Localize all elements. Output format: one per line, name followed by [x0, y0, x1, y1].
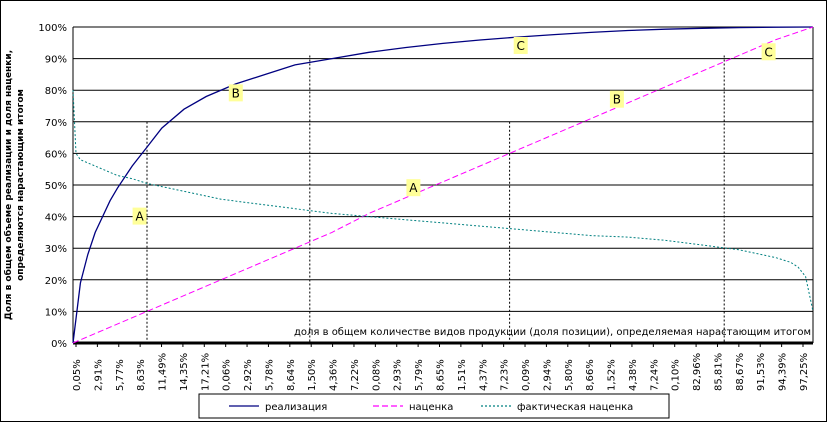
- y-axis-label: Доля в общем объеме реализации и доля на…: [3, 50, 26, 320]
- annotation-box: [406, 179, 421, 197]
- x-tick-label: 1,51%: [457, 359, 468, 391]
- legend: реализация наценка фактическая наценка: [198, 393, 670, 419]
- legend-label: фактическая наценка: [517, 402, 633, 413]
- x-tick-label: 1,50%: [307, 359, 318, 391]
- y-axis-ticks: 0% 10% 20% 30% 40% 50% 60% 70% 80% 90% 100%: [38, 23, 67, 350]
- x-tick-label: 8,64%: [286, 359, 297, 391]
- x-tick-label: 2,91%: [93, 359, 104, 391]
- x-tick-label: 7,24%: [649, 359, 660, 391]
- x-tick-label: 94,39%: [778, 353, 789, 391]
- x-tick-label: 82,96%: [692, 353, 703, 391]
- x-axis-ticks: 0,05% 2,91% 5,77% 8,63% 11,49% 14,35% 17,21% 0,…: [72, 343, 810, 391]
- annotation-label: C: [517, 39, 525, 53]
- annotation-label: C: [764, 45, 772, 59]
- x-tick-label: 0,10%: [671, 359, 682, 391]
- x-tick-label: 0,08%: [371, 359, 382, 391]
- x-tick-label: 8,63%: [136, 359, 147, 391]
- x-tick-label: 97,25%: [799, 353, 810, 391]
- y-tick-label: 70%: [45, 118, 67, 129]
- series-line-dotted: [72, 90, 814, 312]
- annotation-box: [228, 84, 243, 102]
- x-tick-label: 8,65%: [436, 359, 447, 391]
- legend-label: реализация: [265, 402, 327, 413]
- y-tick-label: 30%: [45, 244, 67, 255]
- x-tick-label: 5,78%: [264, 359, 275, 391]
- annotation-label: B: [232, 86, 240, 100]
- x-tick-label: 2,94%: [542, 359, 553, 391]
- y-tick-label: 0%: [51, 339, 67, 350]
- x-tick-label: 17,21%: [200, 353, 211, 391]
- legend-label: наценка: [409, 402, 453, 413]
- annotation-label: A: [409, 181, 418, 195]
- x-axis-label: доля в общем количестве видов продукции …: [294, 327, 811, 338]
- y-axis-label-line-1: Доля в общем объеме реализации и доля на…: [3, 50, 14, 320]
- x-tick-label: 88,67%: [735, 353, 746, 391]
- series-lines: [72, 26, 814, 344]
- x-tick-label: 5,77%: [115, 359, 126, 391]
- x-tick-label: 7,22%: [350, 359, 361, 391]
- y-tick-label: 90%: [45, 55, 67, 66]
- x-tick-label: 14,35%: [179, 353, 190, 391]
- y-tick-label: 80%: [45, 86, 67, 97]
- x-tick-label: 8,66%: [585, 359, 596, 391]
- x-tick-label: 91,53%: [756, 353, 767, 391]
- x-tick-label: 0,06%: [222, 359, 233, 391]
- annotation-box: [132, 207, 147, 225]
- x-tick-label: 11,49%: [158, 353, 169, 391]
- x-tick-label: 7,23%: [500, 359, 511, 391]
- annotation-label: B: [613, 93, 621, 107]
- x-tick-label: 0,09%: [521, 359, 532, 391]
- x-tick-label: 1,52%: [607, 359, 618, 391]
- y-axis-label-line-2: определяются нарастающим итогом: [16, 89, 26, 281]
- annotation-box: [513, 36, 528, 54]
- y-tick-label: 100%: [38, 23, 67, 34]
- x-tick-label: 85,81%: [713, 353, 724, 391]
- x-tick-label: 5,79%: [414, 359, 425, 391]
- annotation-box: [761, 43, 776, 61]
- abc-annotations: A B C A B C: [132, 36, 776, 225]
- x-tick-label: 5,80%: [564, 359, 575, 391]
- legend-box: [198, 393, 670, 419]
- y-tick-label: 60%: [45, 149, 67, 160]
- y-tick-label: 10%: [45, 307, 67, 318]
- x-tick-label: 0,05%: [72, 359, 83, 391]
- gridlines: [72, 26, 814, 345]
- series-line-dashed: [72, 26, 814, 344]
- y-tick-label: 50%: [45, 181, 67, 192]
- annotation-label: A: [135, 210, 144, 224]
- x-tick-label: 4,36%: [329, 359, 340, 391]
- x-tick-label: 2,92%: [243, 359, 254, 391]
- x-tick-label: 2,93%: [393, 359, 404, 391]
- abc-boundaries: [146, 55, 725, 343]
- y-tick-label: 20%: [45, 276, 67, 287]
- annotation-box: [609, 90, 624, 108]
- x-tick-label: 4,38%: [628, 359, 639, 391]
- y-tick-label: 40%: [45, 213, 67, 224]
- series-line-solid: [72, 26, 814, 344]
- x-tick-label: 4,37%: [478, 359, 489, 391]
